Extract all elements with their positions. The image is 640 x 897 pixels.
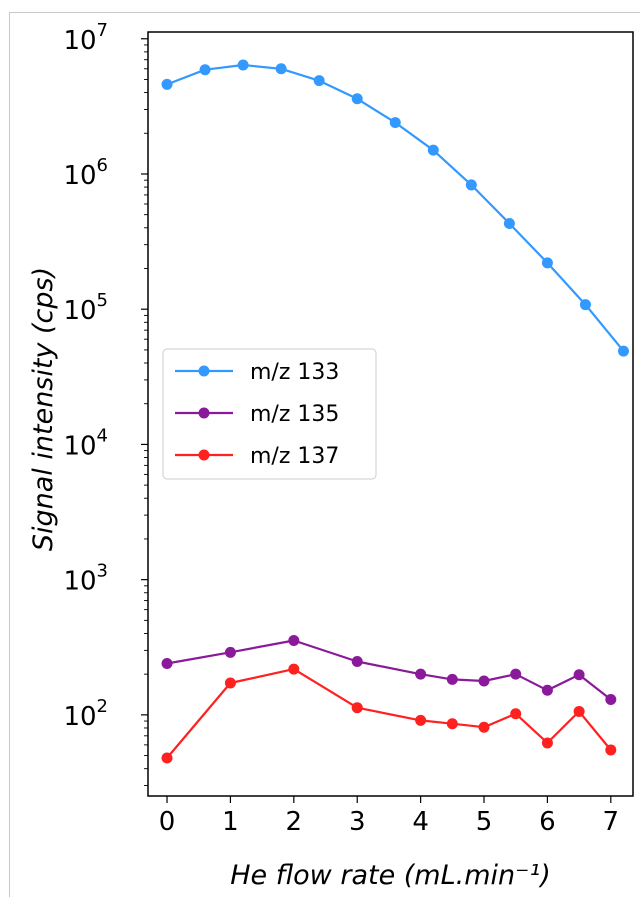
data-point bbox=[617, 345, 629, 357]
data-point bbox=[465, 179, 477, 191]
data-point bbox=[415, 714, 427, 726]
y-tick-exponent: 3 bbox=[97, 561, 108, 582]
axes bbox=[141, 31, 634, 803]
data-point bbox=[313, 75, 325, 87]
x-tick-label: 4 bbox=[412, 807, 429, 837]
y-tick-exponent: 2 bbox=[97, 696, 108, 717]
data-point bbox=[199, 64, 211, 76]
x-tick-label: 6 bbox=[539, 807, 556, 837]
legend-label: m/z 137 bbox=[250, 444, 339, 469]
data-point bbox=[161, 752, 173, 764]
data-point bbox=[389, 117, 401, 129]
data-point bbox=[275, 63, 287, 75]
series-1 bbox=[161, 59, 629, 357]
data-point bbox=[288, 663, 300, 675]
legend-marker bbox=[198, 365, 210, 377]
data-point bbox=[541, 737, 553, 749]
y-axis-label: Signal intensity (cps) bbox=[28, 267, 59, 551]
x-tick-label: 7 bbox=[603, 807, 620, 837]
data-point bbox=[605, 744, 617, 756]
x-tick-label: 5 bbox=[476, 807, 493, 837]
data-point bbox=[510, 668, 522, 680]
data-point bbox=[605, 693, 617, 705]
data-point bbox=[478, 675, 490, 687]
legend-label: m/z 135 bbox=[250, 402, 339, 427]
series-3 bbox=[161, 663, 617, 764]
data-point bbox=[446, 673, 458, 685]
x-tick-label: 1 bbox=[222, 807, 239, 837]
series-2 bbox=[161, 634, 617, 705]
y-tick-label: 102 bbox=[63, 696, 108, 732]
data-point bbox=[161, 78, 173, 90]
data-point bbox=[478, 721, 490, 733]
data-point bbox=[161, 657, 173, 669]
data-point bbox=[351, 93, 363, 105]
data-point bbox=[427, 144, 439, 156]
legend-marker bbox=[198, 449, 210, 461]
data-point bbox=[446, 718, 458, 730]
legend-marker bbox=[198, 407, 210, 419]
plot-area-frame bbox=[147, 31, 634, 797]
data-point bbox=[351, 702, 363, 714]
data-point bbox=[579, 299, 591, 311]
y-tick-label: 105 bbox=[63, 290, 108, 326]
legend-box bbox=[162, 348, 377, 480]
y-tick-label: 107 bbox=[63, 20, 108, 56]
figure-frame bbox=[9, 12, 640, 897]
y-tick-exponent: 6 bbox=[97, 155, 108, 176]
x-tick-label: 0 bbox=[159, 807, 176, 837]
x-axis-label: He flow rate (mL.min⁻¹) bbox=[230, 860, 551, 891]
data-point bbox=[351, 656, 363, 668]
legend-item: m/z 135 bbox=[175, 402, 339, 427]
y-tick-exponent: 5 bbox=[97, 290, 108, 311]
y-tick-label: 106 bbox=[63, 155, 108, 191]
series-line bbox=[166, 63, 625, 352]
x-tick-label: 2 bbox=[286, 807, 303, 837]
legend-label: m/z 133 bbox=[250, 360, 339, 385]
legend-item: m/z 137 bbox=[175, 444, 339, 469]
y-tick-label: 103 bbox=[63, 561, 108, 597]
data-point bbox=[224, 677, 236, 689]
data-point bbox=[541, 684, 553, 696]
data-point bbox=[237, 59, 249, 71]
data-point bbox=[541, 257, 553, 269]
series-group bbox=[161, 59, 629, 764]
data-point bbox=[573, 705, 585, 717]
data-point bbox=[224, 646, 236, 658]
x-tick-label: 3 bbox=[349, 807, 366, 837]
legend: m/z 133 m/z 135 m/z 137 bbox=[162, 348, 377, 480]
data-point bbox=[288, 634, 300, 646]
data-point bbox=[510, 708, 522, 720]
y-tick-label: 104 bbox=[63, 425, 108, 461]
y-tick-exponent: 7 bbox=[97, 20, 108, 41]
legend-item: m/z 133 bbox=[175, 360, 339, 385]
data-point bbox=[415, 668, 427, 680]
data-point bbox=[573, 669, 585, 681]
y-tick-exponent: 4 bbox=[97, 425, 108, 446]
data-point bbox=[503, 218, 515, 230]
